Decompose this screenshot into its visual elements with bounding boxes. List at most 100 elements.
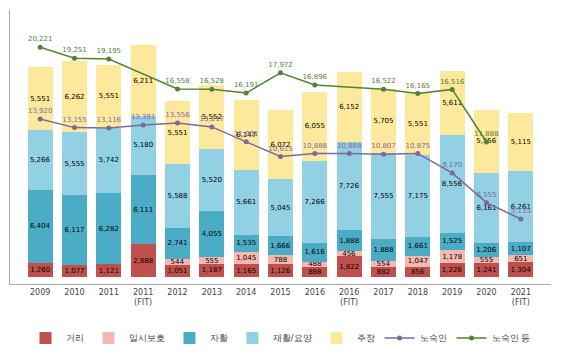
svg-text:2020: 2020 xyxy=(476,288,496,297)
svg-text:노숙인 등: 노숙인 등 xyxy=(492,333,531,343)
svg-text:5,705: 5,705 xyxy=(373,117,393,125)
svg-text:9,170: 9,170 xyxy=(442,161,462,169)
svg-text:1,226: 1,226 xyxy=(442,266,463,274)
svg-text:19,251: 19,251 xyxy=(62,46,87,54)
svg-text:17,972: 17,972 xyxy=(268,61,293,69)
svg-text:16,528: 16,528 xyxy=(200,77,225,85)
svg-text:13,116: 13,116 xyxy=(97,116,122,124)
svg-text:주장: 주장 xyxy=(357,333,375,343)
svg-text:1,126: 1,126 xyxy=(270,267,291,275)
svg-text:2011: 2011 xyxy=(99,288,119,297)
svg-text:6,072: 6,072 xyxy=(270,141,290,149)
svg-text:6,055: 6,055 xyxy=(305,122,325,130)
svg-text:5,551: 5,551 xyxy=(408,120,428,128)
svg-text:2010: 2010 xyxy=(64,288,84,297)
svg-text:16,165: 16,165 xyxy=(406,82,431,90)
svg-text:16,522: 16,522 xyxy=(371,77,396,85)
svg-text:16,516: 16,516 xyxy=(440,78,465,86)
svg-text:5,661: 5,661 xyxy=(236,198,256,206)
svg-text:5,552: 5,552 xyxy=(202,113,222,121)
svg-text:1,260: 1,260 xyxy=(30,266,50,274)
svg-text:7,555: 7,555 xyxy=(373,192,393,200)
svg-text:2014: 2014 xyxy=(236,288,256,297)
svg-text:8,556: 8,556 xyxy=(442,180,463,188)
svg-text:1,304: 1,304 xyxy=(511,266,532,274)
svg-text:11,888: 11,888 xyxy=(474,130,499,138)
svg-text:2012: 2012 xyxy=(167,288,187,297)
svg-text:7,266: 7,266 xyxy=(305,198,326,206)
svg-text:5,115: 5,115 xyxy=(511,207,531,215)
svg-text:2021(FIT): 2021(FIT) xyxy=(511,288,531,307)
svg-text:856: 856 xyxy=(411,268,425,276)
svg-text:10,875: 10,875 xyxy=(406,142,431,150)
svg-text:888: 888 xyxy=(308,268,321,276)
svg-text:544: 544 xyxy=(171,258,185,266)
svg-text:1,525: 1,525 xyxy=(442,237,462,245)
svg-text:5,551: 5,551 xyxy=(99,92,119,100)
svg-text:2011(FIT): 2011(FIT) xyxy=(133,288,153,307)
svg-text:1,045: 1,045 xyxy=(236,254,256,262)
svg-text:11,901: 11,901 xyxy=(234,130,259,138)
svg-text:2,741: 2,741 xyxy=(167,239,187,247)
svg-text:5,180: 5,180 xyxy=(133,141,153,149)
svg-text:555: 555 xyxy=(205,257,218,265)
svg-text:1,822: 1,822 xyxy=(339,263,359,271)
svg-text:16,191: 16,191 xyxy=(234,81,259,89)
svg-text:노숙인: 노숙인 xyxy=(420,333,447,343)
svg-text:13,155: 13,155 xyxy=(62,116,87,124)
svg-text:1,107: 1,107 xyxy=(511,245,531,253)
svg-text:2016: 2016 xyxy=(305,288,325,297)
svg-text:재활/요양: 재활/요양 xyxy=(273,333,312,343)
svg-text:1,187: 1,187 xyxy=(202,266,222,274)
svg-text:1,661: 1,661 xyxy=(408,242,428,250)
svg-text:13,920: 13,920 xyxy=(28,107,53,115)
svg-text:5,742: 5,742 xyxy=(99,156,119,164)
svg-text:6,262: 6,262 xyxy=(64,93,84,101)
svg-text:2016(FIT): 2016(FIT) xyxy=(339,288,359,307)
svg-text:1,535: 1,535 xyxy=(236,239,256,247)
svg-text:5,551: 5,551 xyxy=(30,95,50,103)
svg-text:5,556: 5,556 xyxy=(476,137,497,145)
svg-text:5,520: 5,520 xyxy=(202,176,222,184)
svg-text:2009: 2009 xyxy=(30,288,50,297)
svg-text:6,555: 6,555 xyxy=(476,191,496,199)
svg-text:1,666: 1,666 xyxy=(270,242,291,250)
svg-text:6,152: 6,152 xyxy=(339,103,359,111)
svg-text:5,588: 5,588 xyxy=(167,192,187,200)
svg-text:16,896: 16,896 xyxy=(303,73,328,81)
svg-text:6,404: 6,404 xyxy=(30,222,51,230)
svg-text:5,115: 5,115 xyxy=(511,138,531,146)
svg-text:554: 554 xyxy=(377,260,391,268)
svg-text:19,195: 19,195 xyxy=(97,47,122,55)
svg-text:5,551: 5,551 xyxy=(167,129,187,137)
svg-text:1,206: 1,206 xyxy=(476,246,497,254)
svg-text:1,047: 1,047 xyxy=(408,257,428,265)
svg-text:13,217: 13,217 xyxy=(200,115,225,123)
svg-text:13,391: 13,391 xyxy=(131,113,156,121)
svg-text:10,615: 10,615 xyxy=(268,145,293,153)
svg-text:거리: 거리 xyxy=(66,333,84,343)
svg-text:10,807: 10,807 xyxy=(371,142,396,150)
svg-text:1,616: 1,616 xyxy=(305,248,326,256)
svg-text:10,888: 10,888 xyxy=(337,142,362,150)
svg-text:6,282: 6,282 xyxy=(99,225,119,233)
svg-text:2018: 2018 xyxy=(408,288,428,297)
svg-text:7,175: 7,175 xyxy=(408,192,428,200)
svg-text:7,726: 7,726 xyxy=(339,182,360,190)
svg-text:5,611: 5,611 xyxy=(442,99,462,107)
svg-text:6,211: 6,211 xyxy=(133,77,153,85)
svg-text:2019: 2019 xyxy=(442,288,462,297)
svg-text:5,045: 5,045 xyxy=(270,204,290,212)
svg-text:1,178: 1,178 xyxy=(442,253,462,261)
svg-text:2015: 2015 xyxy=(270,288,290,297)
svg-text:6,111: 6,111 xyxy=(133,206,153,214)
svg-text:5,266: 5,266 xyxy=(30,156,51,164)
svg-text:2,888: 2,888 xyxy=(133,257,153,265)
svg-text:555: 555 xyxy=(480,256,493,264)
svg-text:10,888: 10,888 xyxy=(303,142,328,150)
svg-text:788: 788 xyxy=(274,256,287,264)
svg-text:6,147: 6,147 xyxy=(236,131,256,139)
svg-text:5,555: 5,555 xyxy=(64,160,84,168)
svg-text:1,888: 1,888 xyxy=(373,246,393,254)
svg-text:16,558: 16,558 xyxy=(165,77,190,85)
